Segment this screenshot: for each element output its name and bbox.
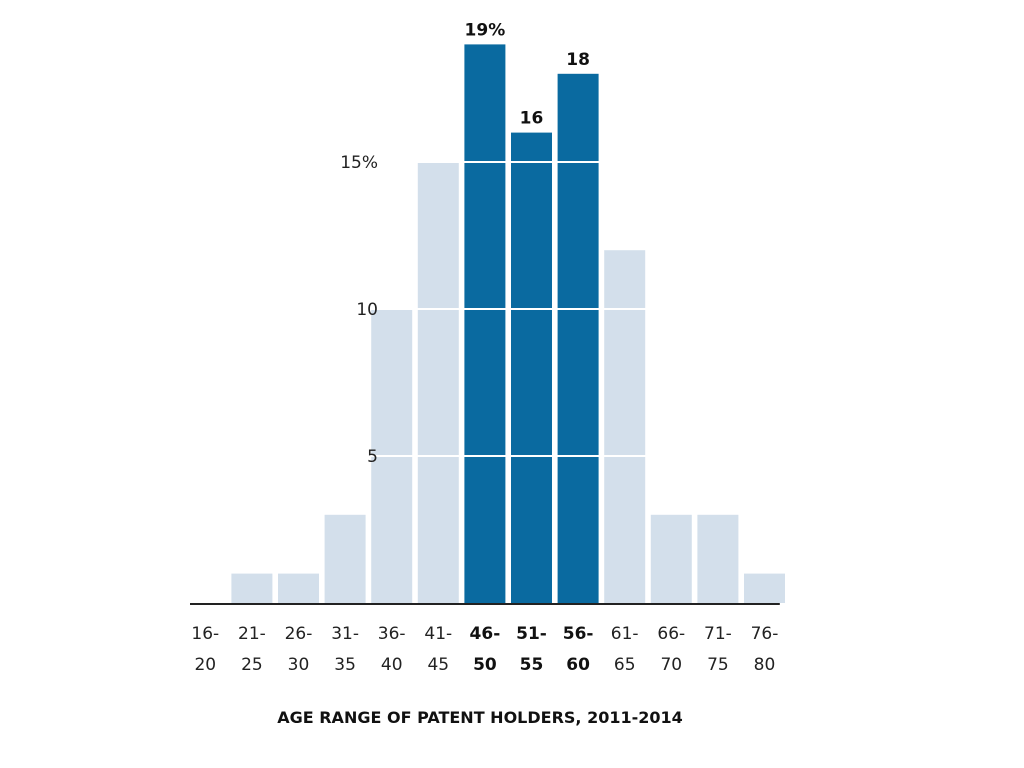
bars-group bbox=[231, 44, 785, 604]
x-tick-label-bottom: 50 bbox=[473, 655, 497, 675]
y-tick-label-10: 10 bbox=[356, 300, 378, 320]
x-tick-label-bottom: 40 bbox=[381, 655, 403, 675]
x-tick-label-top: 21- bbox=[238, 624, 266, 644]
x-tick-label-bottom: 25 bbox=[241, 655, 263, 675]
bar-51-55 bbox=[511, 132, 552, 603]
x-tick-label-top: 61- bbox=[611, 624, 639, 644]
bar-66-70 bbox=[650, 514, 692, 603]
bar-56-60 bbox=[557, 73, 599, 604]
bar-61-65 bbox=[604, 250, 646, 603]
x-tick-label-top: 36- bbox=[378, 624, 406, 644]
x-tick-label-bottom: 75 bbox=[707, 655, 729, 675]
bar-46-50 bbox=[464, 44, 506, 603]
data-label-56: 18 bbox=[566, 50, 590, 70]
x-tick-label-top: 31- bbox=[331, 624, 359, 644]
x-tick-label-top: 56- bbox=[563, 624, 594, 644]
x-categories-group: 16- 20 21- 25 26- 30 31- 35 36- 40 41- 45 46- 50 51- 55… bbox=[191, 624, 778, 675]
bar-21-25 bbox=[231, 573, 273, 603]
gridlines-group bbox=[180, 161, 786, 457]
x-tick-label-top: 46- bbox=[470, 624, 501, 644]
data-labels-group: 19% 16 18 bbox=[465, 20, 590, 128]
x-tick-label-bottom: 45 bbox=[427, 655, 449, 675]
x-tick-label-top: 26- bbox=[285, 624, 313, 644]
x-tick-label-top: 16- bbox=[191, 624, 219, 644]
y-ticks-group: 5 10 15% bbox=[340, 153, 378, 467]
x-tick-label-top: 71- bbox=[704, 624, 732, 644]
bar-76-80 bbox=[744, 573, 785, 603]
x-tick-label-bottom: 35 bbox=[334, 655, 356, 675]
bar-41-45 bbox=[417, 162, 459, 603]
x-tick-label-bottom: 70 bbox=[660, 655, 682, 675]
x-tick-label-bottom: 60 bbox=[566, 655, 590, 675]
x-tick-label-bottom: 65 bbox=[614, 655, 636, 675]
x-tick-label-top: 76- bbox=[751, 624, 779, 644]
bar-26-30 bbox=[278, 573, 319, 603]
data-label-46: 19% bbox=[465, 20, 506, 40]
y-tick-label-15: 15% bbox=[340, 153, 378, 173]
bar-31-35 bbox=[324, 514, 366, 603]
x-tick-label-bottom: 80 bbox=[754, 655, 776, 675]
x-tick-label-top: 66- bbox=[657, 624, 685, 644]
x-tick-label-top: 51- bbox=[516, 624, 547, 644]
x-tick-label-bottom: 20 bbox=[194, 655, 216, 675]
bar-71-75 bbox=[697, 514, 739, 603]
x-tick-label-top: 41- bbox=[424, 624, 452, 644]
data-label-51: 16 bbox=[520, 109, 544, 129]
x-tick-label-bottom: 55 bbox=[520, 655, 544, 675]
y-tick-label-5: 5 bbox=[367, 447, 378, 467]
x-axis-label: AGE RANGE OF PATENT HOLDERS, 2011-2014 bbox=[277, 708, 683, 727]
x-tick-label-bottom: 30 bbox=[288, 655, 310, 675]
